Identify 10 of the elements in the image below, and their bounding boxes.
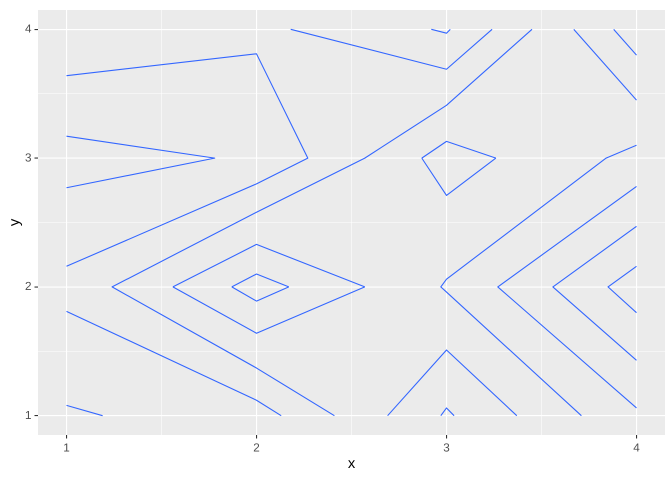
y-tick-label: 4 [24, 22, 32, 36]
x-tick-label: 4 [633, 442, 640, 455]
y-tick-label: 3 [24, 151, 32, 164]
x-tick-label: 3 [443, 442, 450, 455]
y-axis-title: y [6, 218, 23, 226]
y-tick-label: 1 [24, 408, 32, 422]
y-tick-label: 2 [24, 280, 32, 294]
x-axis-title: x [348, 456, 356, 472]
x-tick-label: 1 [63, 442, 70, 455]
x-tick-label: 2 [253, 442, 260, 455]
